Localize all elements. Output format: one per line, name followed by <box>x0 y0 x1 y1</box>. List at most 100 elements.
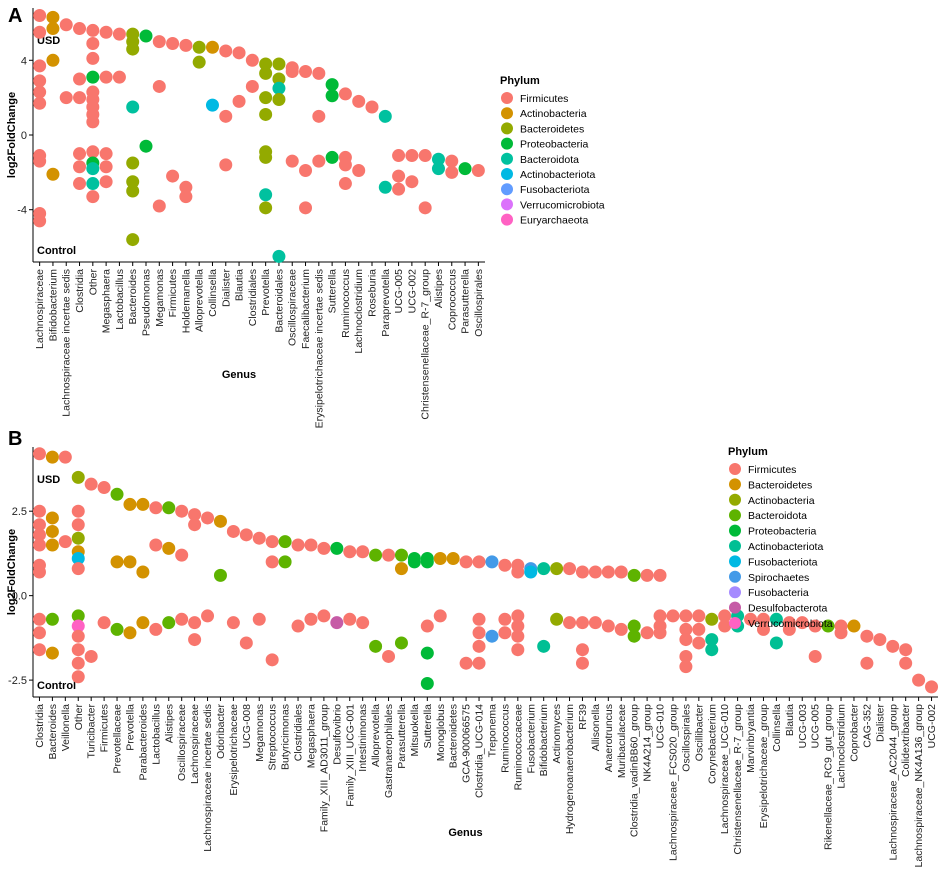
data-point <box>627 629 641 643</box>
usd-annotation: USD <box>37 35 60 47</box>
data-point <box>45 646 59 660</box>
data-point <box>110 622 124 636</box>
x-tick-label: Treponema <box>486 704 498 757</box>
x-tick-label: UCG-008 <box>241 704 253 749</box>
x-tick-label: Streptococcus <box>267 704 279 771</box>
x-tick-label: Family_XIII_AD3011_group <box>318 704 330 832</box>
data-point <box>272 81 286 95</box>
data-point <box>299 163 313 177</box>
x-tick-label: Colidextribacter <box>900 704 912 777</box>
data-point <box>378 180 392 194</box>
data-point <box>71 470 85 484</box>
data-point <box>86 51 100 65</box>
x-tick-label: UCG-002 <box>926 704 938 749</box>
data-point <box>317 541 331 555</box>
data-point <box>601 619 615 633</box>
x-tick-label: Clostridia <box>74 269 86 313</box>
x-tick-label: Lachnospiraceae incertae sedis <box>202 704 214 852</box>
data-point <box>369 548 383 562</box>
x-tick-label: UCG-003 <box>797 704 809 749</box>
data-point <box>192 55 206 69</box>
x-tick-label: Pseudomonas <box>141 269 153 336</box>
x-tick-label: Megasphaera <box>305 704 317 768</box>
data-point <box>431 162 445 176</box>
legend-swatch <box>501 92 513 104</box>
x-tick-label: Lachnospiraceae_FCS020_group <box>667 704 679 861</box>
data-point <box>219 109 233 123</box>
data-point <box>46 10 60 24</box>
data-point <box>259 91 273 105</box>
data-point <box>71 643 85 657</box>
legend-label: Firmicutes <box>748 464 796 476</box>
data-point <box>692 636 706 650</box>
data-point <box>166 36 180 50</box>
legend-swatch <box>729 493 741 506</box>
y-tick-label: 0.0 <box>12 591 27 603</box>
data-point <box>112 27 126 41</box>
x-tick-label: Lachnospiraceae_UCG-010 <box>719 704 731 834</box>
legend-swatch <box>729 478 741 491</box>
data-point <box>614 622 628 636</box>
x-tick-label: Lactobacillus <box>114 269 126 330</box>
data-point <box>394 562 408 576</box>
data-point <box>33 154 47 168</box>
y-axis-title: log2FoldChange <box>6 92 18 178</box>
legend-title: Phylum <box>728 446 768 458</box>
data-point <box>860 656 874 670</box>
y-tick-label: 0 <box>21 130 27 142</box>
data-point <box>485 629 499 643</box>
data-point <box>73 160 87 174</box>
legend-label: Actinobacteriota <box>748 541 823 553</box>
data-point <box>330 616 344 630</box>
x-tick-label: Butyricimonas <box>280 704 292 770</box>
data-point <box>71 670 85 684</box>
data-point <box>123 626 137 640</box>
data-point <box>420 555 434 569</box>
data-point <box>32 538 46 552</box>
data-point <box>188 633 202 647</box>
data-point <box>550 612 564 626</box>
x-tick-label: UCG-005 <box>810 704 822 749</box>
data-point <box>32 565 46 579</box>
data-point <box>59 18 73 32</box>
legend-swatch <box>501 168 513 180</box>
data-point <box>45 538 59 552</box>
data-point <box>45 450 59 464</box>
data-point <box>459 656 473 670</box>
data-point <box>445 165 459 179</box>
data-point <box>272 57 286 71</box>
x-tick-label: Parabacteroides <box>137 704 149 780</box>
legend-label: Actinobacteriota <box>520 169 595 181</box>
data-point <box>32 626 46 640</box>
x-tick-label: Oscillospiraceae <box>287 269 299 346</box>
data-point <box>278 555 292 569</box>
legend-label: Proteobacteria <box>748 526 816 538</box>
legend-label: Verrucomicrobiota <box>520 199 605 211</box>
data-point <box>653 568 667 582</box>
data-point <box>472 555 486 569</box>
data-point <box>71 562 85 576</box>
data-point <box>179 190 193 204</box>
y-tick-label: 4 <box>21 55 27 67</box>
data-point <box>356 545 370 559</box>
data-point <box>97 616 111 630</box>
legend-label: Spirochaetes <box>748 572 809 584</box>
data-point <box>899 656 913 670</box>
data-point <box>338 177 352 191</box>
data-point <box>46 53 60 67</box>
legend-swatch <box>501 183 513 196</box>
data-point <box>188 616 202 630</box>
data-point <box>97 481 111 495</box>
data-point <box>226 524 240 538</box>
data-point <box>123 555 137 569</box>
data-point <box>205 98 219 112</box>
x-tick-label: Erysipelotrichaceae_group <box>758 704 770 828</box>
legend-swatch <box>729 570 741 583</box>
data-point <box>653 626 667 640</box>
y-tick-label: 2.5 <box>12 506 27 518</box>
data-point <box>705 612 719 626</box>
x-tick-label: Dialister <box>220 269 232 307</box>
data-point <box>265 535 279 549</box>
data-point <box>834 626 848 640</box>
